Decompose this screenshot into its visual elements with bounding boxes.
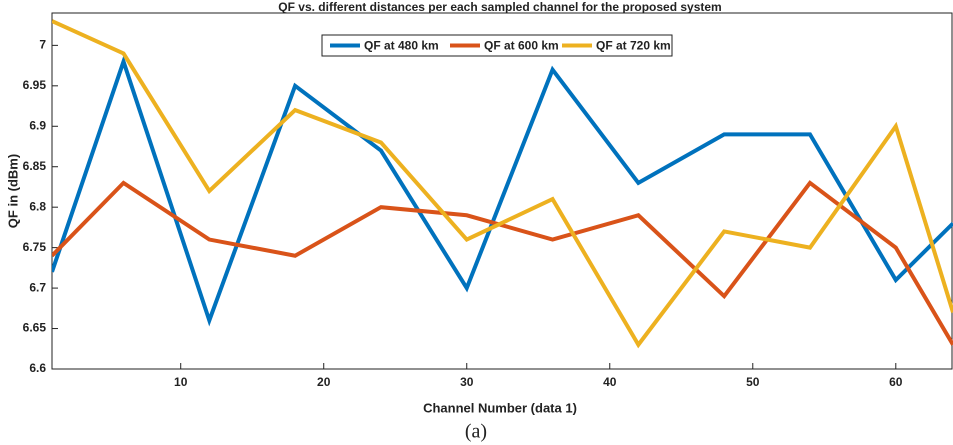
- y-tick-label: 6.85: [23, 159, 47, 173]
- y-tick-label: 6.65: [23, 321, 47, 335]
- x-tick-label: 40: [603, 375, 617, 389]
- caption: (a): [465, 421, 487, 443]
- lines: [52, 19, 953, 349]
- x-tick-label: 30: [460, 375, 474, 389]
- y-tick-label: 6.9: [29, 118, 46, 132]
- y-tick-label: 6.7: [29, 280, 46, 294]
- series-line: [52, 55, 953, 327]
- x-tick-label: 60: [889, 375, 903, 389]
- x-tick-label: 10: [174, 375, 188, 389]
- chart-title: QF vs. different distances per each samp…: [278, 0, 721, 14]
- plot-frame: [51, 12, 953, 370]
- legend-label: QF at 720 km: [596, 39, 671, 53]
- y-axis-label: QF in (dBm): [5, 154, 20, 228]
- y-tick-label: 6.75: [23, 240, 47, 254]
- x-tick-label: 50: [746, 375, 760, 389]
- x-tick-label: 20: [317, 375, 331, 389]
- x-axis-label: Channel Number (data 1): [423, 400, 577, 415]
- y-tick-label: 6.95: [23, 78, 47, 92]
- series-line: [52, 180, 953, 346]
- y-tick-label: 7: [39, 38, 46, 52]
- y-tick-label: 6.8: [29, 199, 46, 213]
- series-line: [52, 19, 953, 349]
- legend-label: QF at 600 km: [484, 39, 559, 53]
- legend-label: QF at 480 km: [364, 39, 439, 53]
- y-tick-label: 6.6: [29, 361, 46, 375]
- legend-box: [321, 34, 673, 57]
